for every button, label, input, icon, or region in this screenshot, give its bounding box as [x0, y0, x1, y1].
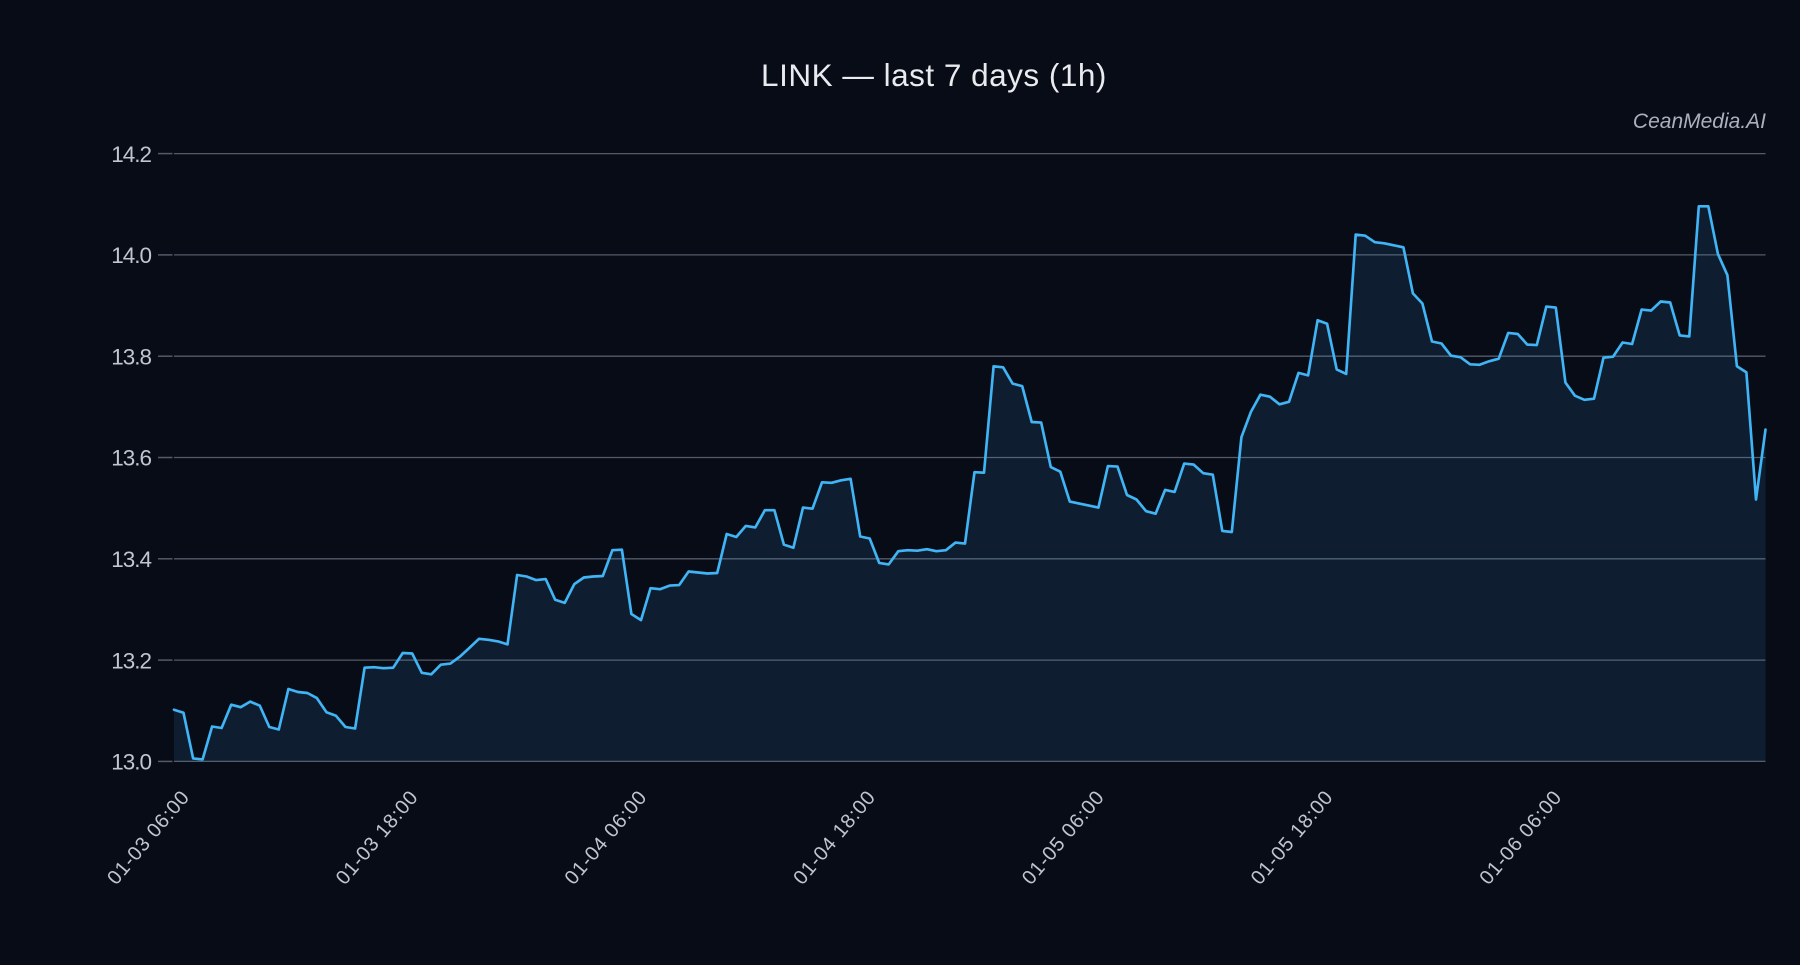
svg-text:14.0: 14.0	[111, 243, 151, 268]
svg-text:LINK — last 7 days (1h): LINK — last 7 days (1h)	[761, 57, 1107, 93]
svg-text:13.6: 13.6	[111, 446, 151, 471]
svg-text:14.2: 14.2	[111, 142, 151, 167]
svg-text:13.2: 13.2	[111, 648, 151, 673]
svg-text:CeanMedia.AI: CeanMedia.AI	[1633, 110, 1766, 133]
svg-text:13.0: 13.0	[111, 750, 151, 775]
svg-text:13.4: 13.4	[111, 547, 151, 572]
svg-text:13.8: 13.8	[111, 344, 151, 369]
